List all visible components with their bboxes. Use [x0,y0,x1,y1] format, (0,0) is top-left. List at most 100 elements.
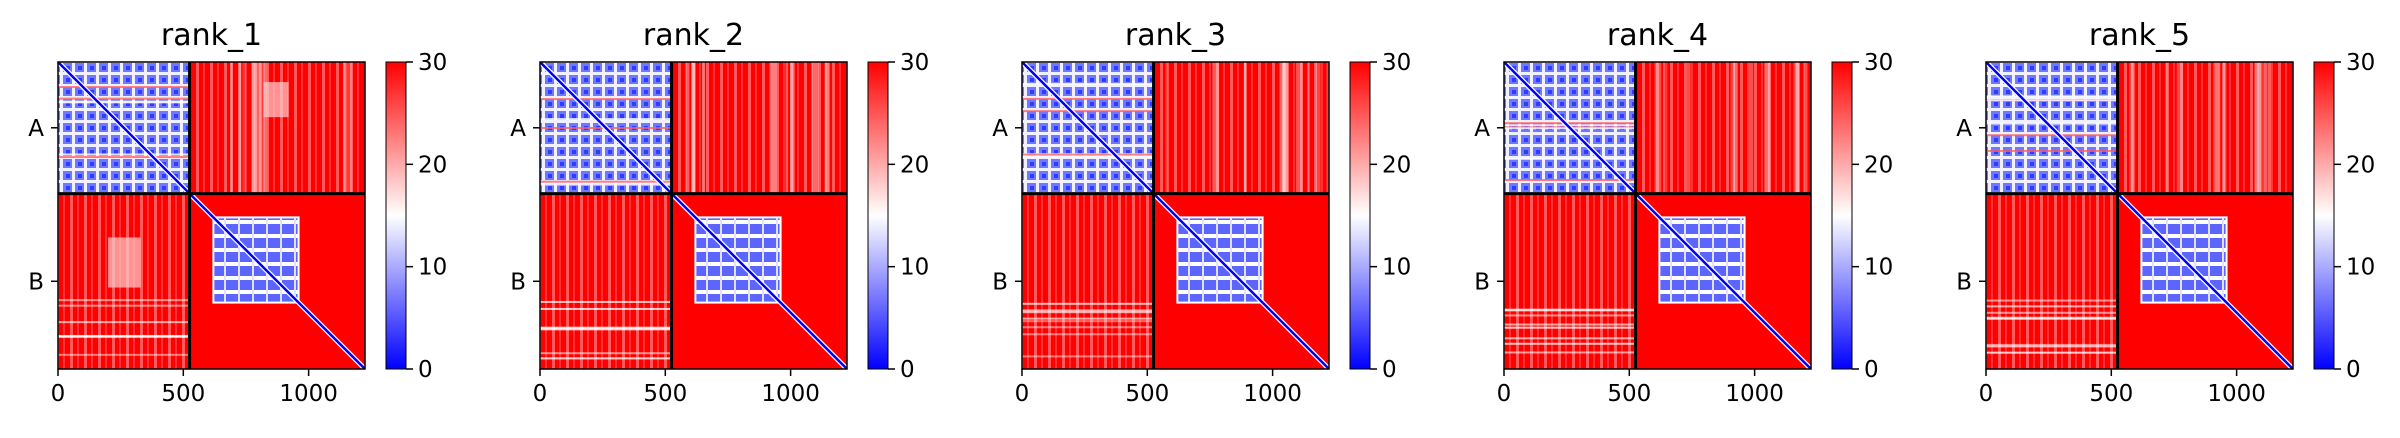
interchain-hstripe [1986,343,2118,346]
interchain-stripe [1748,62,1754,194]
interchain-hstripe [1504,308,1636,311]
interchain-hstripe [58,321,190,324]
interchain-stripe [790,62,795,194]
interchain-stripe [1764,62,1771,194]
chainA-row [1022,155,1154,158]
panel-title: rank_3 [1125,18,1226,53]
domain-B-outline [1658,216,1746,304]
interchain-stripe [238,62,242,194]
interchain-stripe [251,62,257,194]
chainA-row [1986,99,2118,102]
map-axes-frame [1503,61,1812,370]
colorbar-tick-label: 30 [1864,50,1893,76]
colorbar [868,62,888,369]
colorbar-tick-label: 0 [900,357,915,383]
interchain-hstripe [1986,345,2118,348]
interchain-hstripe [540,307,672,310]
interchain-stripe [811,62,819,194]
interchain-hstripe [1022,317,1154,320]
interchain-stripe [691,62,696,194]
interchain-hstripe [1504,314,1636,317]
interchain-stripe [1804,62,1808,194]
map-axes-frame [1985,61,2294,370]
interchain-stripe [2165,62,2168,194]
chainA-row [540,182,672,185]
panel-title: rank_1 [161,18,262,53]
interchain-block-AB [189,62,365,194]
diagonal [540,62,847,369]
interchain-stripe [345,62,353,194]
colorbar-tick-label: 30 [900,50,929,76]
interchain-hstripe [540,357,672,360]
interchain-block-BA [1022,193,1154,369]
x-tick-label: 0 [51,381,66,407]
colorbar-tick-label: 20 [900,152,929,178]
interchain-hstripe [540,326,672,329]
interchain-hstripe [540,328,672,331]
colorbar-frame [867,61,889,370]
colorbar-tick-label: 0 [1864,357,1879,383]
interchain-hstripe [540,357,672,360]
domain-B-outline [1176,216,1264,304]
interchain-stripe [2213,62,2220,194]
colorbar [2314,62,2334,369]
panel-title: rank_5 [2089,18,2190,53]
interchain-stripe [1315,62,1321,194]
interchain-hstripe [540,352,672,355]
interchain-hstripe [1504,337,1636,340]
x-tick-label: 1000 [279,381,338,407]
interchain-stripe [258,62,262,194]
domain-B-outline [694,216,782,304]
y-tick-label: A [510,116,526,142]
interchain-block-AB [1153,62,1329,194]
colorbar-frame [385,61,407,370]
chainA-row [540,180,672,183]
interchain-stripe [2176,62,2184,194]
y-tick-label: A [992,116,1008,142]
panel-rank_5: rank_5 0 500 1000 A B 0 10 20 30 [1956,18,2375,407]
x-tick-label: 500 [1125,381,1169,407]
interchain-stripe [343,62,347,194]
chainA-row [540,183,672,186]
interchain-stripe [258,62,266,194]
diagonal [1022,62,1329,369]
interchain-hstripe [1022,333,1154,336]
colorbar-tick-label: 20 [418,152,447,178]
y-tick-label: B [28,269,44,295]
colorbar-tick-label: 30 [1382,50,1411,76]
x-tick-label: 1000 [1243,381,1302,407]
interchain-hstripe [1504,351,1636,354]
interchain-hstripe [1986,305,2118,308]
colorbar-tick-label: 20 [2346,152,2375,178]
interchain-stripe [1295,62,1303,194]
interchain-stripe [254,62,259,194]
interchain-hstripe [1022,302,1154,305]
chainA-row [1986,149,2118,152]
x-tick-label: 500 [161,381,205,407]
chainA-row [1986,122,2118,125]
chainA-row [58,97,190,100]
interchain-block-AB [671,62,847,194]
domain-B-outline [212,216,300,304]
x-tick-label: 0 [1015,381,1030,407]
colorbar-tick-label: 30 [418,50,447,76]
interchain-stripe [1165,62,1169,194]
colorbar-frame [2313,61,2335,370]
interchain-hotspot [108,237,141,288]
chainA-row [1504,179,1636,182]
interchain-stripe [263,62,267,194]
colorbar-tick-label: 0 [2346,357,2361,383]
x-tick-label: 0 [1979,381,1994,407]
x-tick-label: 500 [1607,381,1651,407]
interchain-hstripe [1986,351,2118,354]
panel-rank_4: rank_4 0 500 1000 A B 0 10 20 30 [1474,18,1893,407]
interchain-hstripe [1504,323,1636,326]
colorbar-tick-label: 20 [1382,152,1411,178]
interchain-stripe [2131,62,2134,194]
y-tick-label: B [1956,269,1972,295]
interchain-hstripe [1986,316,2118,319]
interchain-stripe [1686,62,1691,194]
interchain-stripe [691,62,696,194]
interchain-hstripe [1022,311,1154,314]
